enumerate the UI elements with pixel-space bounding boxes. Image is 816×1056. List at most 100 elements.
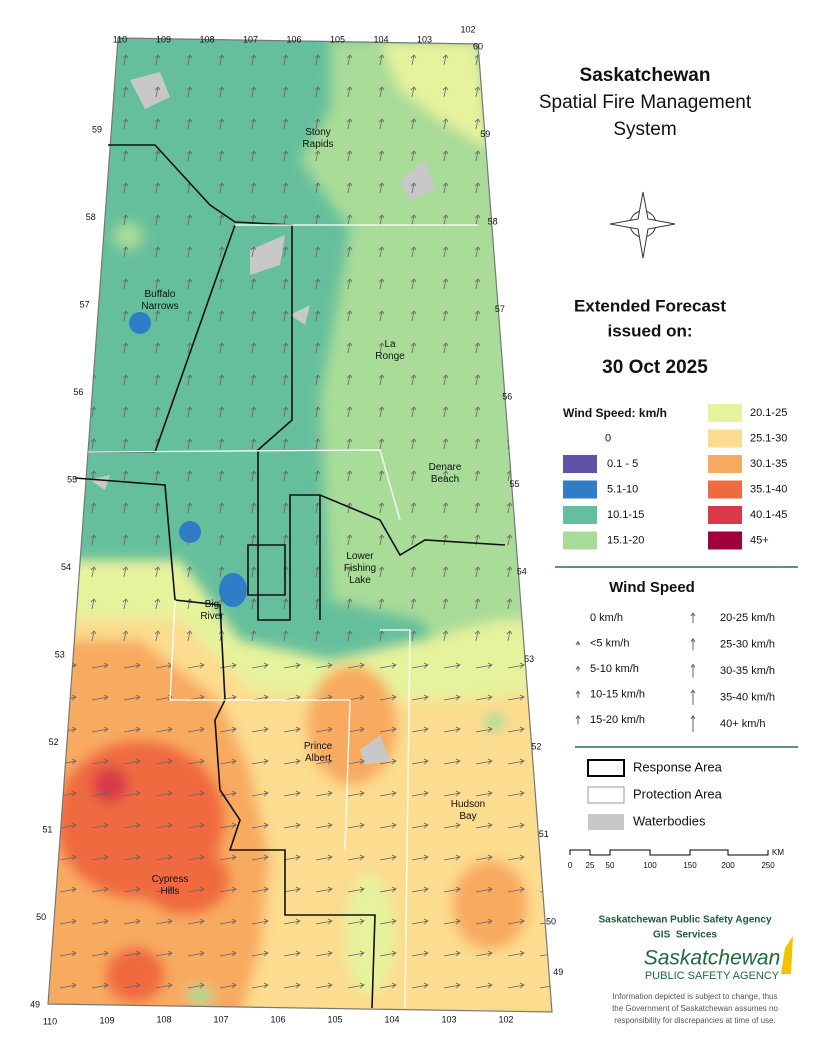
wind-arrow	[378, 470, 385, 482]
wind-arrow	[250, 86, 257, 98]
wind-arrow	[91, 726, 109, 733]
wind-arrow	[218, 438, 225, 450]
agency-unit: GIS Services	[653, 930, 717, 941]
wind-arrow	[539, 790, 552, 797]
wind-arrow	[378, 118, 385, 130]
logo-sub: PUBLIC SAFETY AGENCY	[645, 970, 780, 982]
wind-arrow	[539, 854, 552, 861]
wind-arrow	[155, 822, 173, 829]
wind-arrow	[91, 918, 109, 925]
wind-arrow	[58, 278, 65, 290]
wind-arrow	[58, 182, 65, 194]
wind-arrow	[58, 630, 65, 642]
wind-arrow	[442, 150, 449, 162]
wind-arrow	[123, 758, 141, 765]
wind-arrow	[59, 662, 77, 669]
wind-arrow	[58, 310, 65, 322]
layer-legend: Response Area Protection Area Waterbodie…	[587, 759, 723, 830]
wind-arrow	[122, 534, 129, 546]
scale-label: 250	[761, 861, 775, 870]
wind-arrow	[123, 662, 141, 669]
wind-arrow	[123, 982, 141, 989]
wind-arrow	[250, 438, 257, 450]
wind-arrow	[506, 502, 513, 514]
place-label: Big River	[200, 599, 224, 622]
legend-swatch	[563, 455, 597, 473]
wind-arrow	[410, 86, 417, 98]
wind-arrow	[187, 982, 205, 989]
wind-arrow	[91, 982, 109, 989]
legend-label: 0	[605, 432, 611, 444]
wind-arrow	[347, 758, 365, 765]
wind-arrow	[186, 310, 193, 322]
wind-arrow	[251, 790, 269, 797]
lon-label: 102	[498, 1014, 513, 1024]
disclaimer: responsibility for discrepancies at time…	[614, 1016, 775, 1025]
wind-arrow	[59, 918, 77, 925]
wind-arrow	[539, 662, 552, 669]
wind-arrow	[155, 918, 173, 925]
wind-arrow	[91, 694, 109, 701]
wind-arrow	[58, 534, 65, 546]
wind-arrow	[314, 630, 321, 642]
wind-arrow	[314, 182, 321, 194]
legend-label: 10.1-15	[607, 509, 644, 521]
place-label: Prince Albert	[304, 741, 333, 764]
wind-arrow	[442, 342, 449, 354]
arrow-legend: 0 km/h <5 km/h 5-10 km/h 10-15 km/h 15-20 km…	[575, 612, 775, 733]
wind-arrow	[251, 918, 269, 925]
wind-arrow	[154, 246, 161, 258]
lat-label: 60	[473, 41, 483, 51]
wind-arrow	[58, 438, 65, 450]
wind-arrow	[90, 598, 97, 610]
wind-arrow	[218, 374, 225, 386]
wind-arrow	[442, 374, 449, 386]
wind-arrow	[347, 726, 365, 733]
wind-arrow	[122, 246, 129, 258]
wind-arrow	[474, 310, 481, 322]
scale-bar: 0 25 50 100 150 200 250 KM	[568, 848, 785, 870]
lon-label: 105	[327, 1014, 342, 1024]
wind-arrow	[314, 246, 321, 258]
wind-arrow	[315, 918, 333, 925]
wind-arrow	[251, 662, 269, 669]
wind-arrow	[91, 854, 109, 861]
legend-label: 25.1-30	[750, 432, 787, 444]
lat-label: 58	[86, 212, 96, 222]
wind-arrow	[442, 598, 449, 610]
wind-arrow	[123, 886, 141, 893]
lon-label: 103	[417, 34, 432, 44]
wind-arrow	[347, 982, 365, 989]
wind-arrow	[58, 342, 65, 354]
lat-label: 59	[92, 124, 102, 134]
wind-arrow	[219, 790, 237, 797]
wind-arrow	[90, 150, 97, 162]
wind-arrow	[218, 86, 225, 98]
wind-arrow	[411, 886, 429, 893]
wind-arrow	[379, 982, 397, 989]
wind-arrow	[283, 982, 301, 989]
wind-arrow	[154, 534, 161, 546]
wind-arrow	[219, 950, 237, 957]
wind-arrow	[154, 342, 161, 354]
wind-arrow	[315, 822, 333, 829]
layer-label: Response Area	[633, 759, 723, 774]
wind-arrow	[442, 438, 449, 450]
legend-swatch	[708, 480, 742, 499]
wind-arrow	[507, 758, 525, 765]
wind-arrow	[346, 182, 353, 194]
wind-arrow	[90, 246, 97, 258]
wind-arrow	[122, 374, 129, 386]
agency-name: Saskatchewan Public Safety Agency	[598, 915, 771, 926]
wind-arrow	[442, 182, 449, 194]
wind-arrow	[475, 726, 493, 733]
wind-arrow	[283, 854, 301, 861]
wind-arrow	[538, 342, 545, 354]
wind-arrow	[442, 406, 449, 418]
wind-arrow	[282, 630, 289, 642]
wind-arrow	[410, 118, 417, 130]
wind-arrow	[58, 86, 65, 98]
wind-arrow	[122, 182, 129, 194]
wind-arrow	[442, 534, 449, 546]
lon-label: 106	[286, 34, 301, 44]
